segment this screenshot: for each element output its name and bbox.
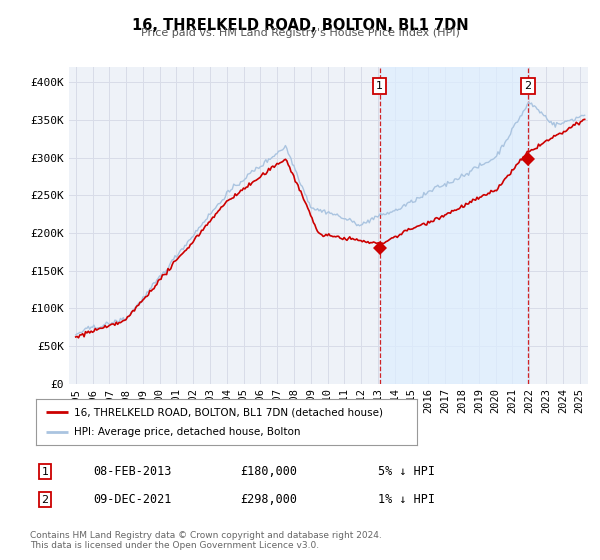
Text: Contains HM Land Registry data © Crown copyright and database right 2024.
This d: Contains HM Land Registry data © Crown c… — [30, 531, 382, 550]
Text: £180,000: £180,000 — [240, 465, 297, 478]
Text: 1: 1 — [376, 81, 383, 91]
Text: 2: 2 — [524, 81, 532, 91]
Text: 16, THRELKELD ROAD, BOLTON, BL1 7DN (detached house): 16, THRELKELD ROAD, BOLTON, BL1 7DN (det… — [74, 407, 383, 417]
Text: £298,000: £298,000 — [240, 493, 297, 506]
Text: HPI: Average price, detached house, Bolton: HPI: Average price, detached house, Bolt… — [74, 427, 301, 437]
Text: 2: 2 — [41, 494, 49, 505]
Text: 08-FEB-2013: 08-FEB-2013 — [93, 465, 172, 478]
Text: 09-DEC-2021: 09-DEC-2021 — [93, 493, 172, 506]
Text: 16, THRELKELD ROAD, BOLTON, BL1 7DN: 16, THRELKELD ROAD, BOLTON, BL1 7DN — [131, 18, 469, 33]
Text: Price paid vs. HM Land Registry's House Price Index (HPI): Price paid vs. HM Land Registry's House … — [140, 28, 460, 38]
Text: 5% ↓ HPI: 5% ↓ HPI — [378, 465, 435, 478]
Bar — [380, 67, 528, 384]
Text: 1: 1 — [41, 466, 49, 477]
Text: 1% ↓ HPI: 1% ↓ HPI — [378, 493, 435, 506]
